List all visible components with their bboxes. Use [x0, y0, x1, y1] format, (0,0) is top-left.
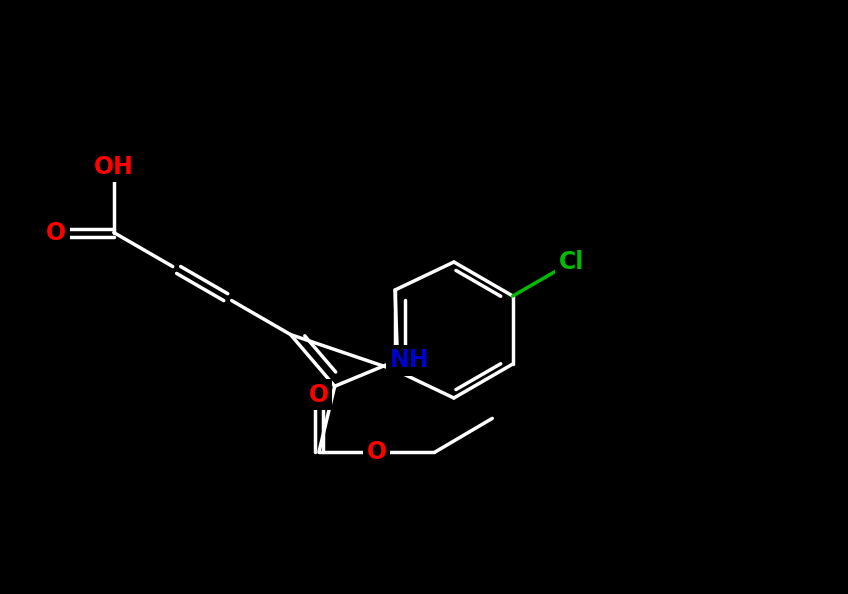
- Text: O: O: [46, 220, 66, 245]
- Text: NH: NH: [390, 348, 429, 372]
- Text: OH: OH: [94, 155, 134, 179]
- Text: O: O: [366, 440, 387, 465]
- Text: O: O: [309, 383, 329, 406]
- Text: Cl: Cl: [559, 250, 584, 274]
